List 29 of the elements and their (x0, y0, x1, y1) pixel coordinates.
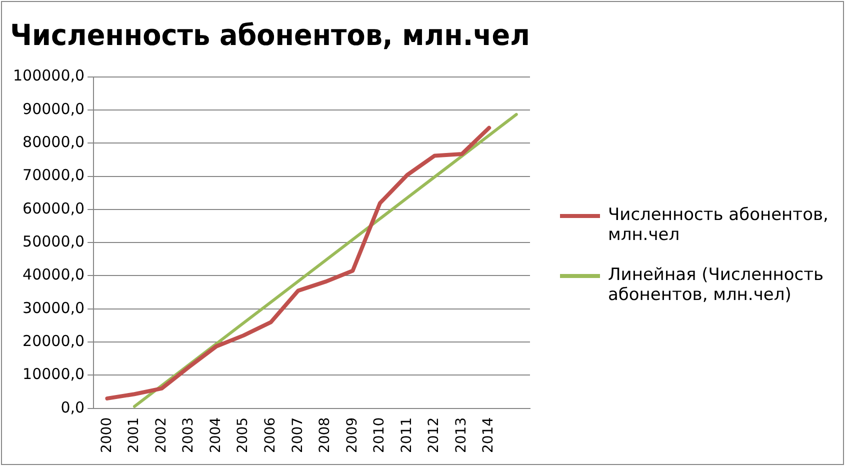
legend-label: Линейная (Численность абонентов, млн.чел) (608, 265, 825, 305)
x-tick-label: 2000 (98, 417, 115, 454)
x-tick-label: 2010 (372, 417, 388, 454)
y-tick-label: 0,0 (60, 398, 85, 416)
x-tick-label: 2004 (208, 417, 224, 454)
x-tick-label: 2013 (453, 417, 470, 454)
legend-label: Численность абонентов, млн.чел (608, 205, 830, 245)
y-tick-label: 30000,0 (22, 298, 85, 317)
x-tick-label: 2003 (180, 417, 197, 454)
x-tick-label: 2014 (480, 417, 497, 454)
y-tick-label: 60000,0 (22, 199, 85, 218)
x-tick-label: 2005 (235, 417, 252, 454)
y-tick-label: 50000,0 (22, 232, 85, 250)
x-tick-label: 2009 (344, 417, 360, 454)
x-tick-label: 2006 (262, 417, 279, 454)
y-tick-label: 90000,0 (22, 100, 85, 118)
x-tick-label: 2012 (426, 417, 442, 454)
y-tick-label: 20000,0 (22, 332, 85, 350)
y-tick-label: 100000,0 (12, 66, 85, 85)
y-tick-label: 10000,0 (22, 365, 85, 384)
x-tick-label: 2002 (153, 417, 170, 454)
x-tick-label: 2001 (126, 417, 142, 454)
x-tick-label: 2007 (290, 417, 306, 454)
chart-title: Численность абонентов, млн.чел (10, 18, 530, 52)
y-tick-label: 70000,0 (22, 166, 85, 184)
x-tick-label: 2011 (398, 417, 415, 454)
x-tick-label: 2008 (317, 417, 334, 454)
y-tick-label: 40000,0 (22, 266, 85, 284)
y-tick-label: 80000,0 (22, 133, 85, 152)
